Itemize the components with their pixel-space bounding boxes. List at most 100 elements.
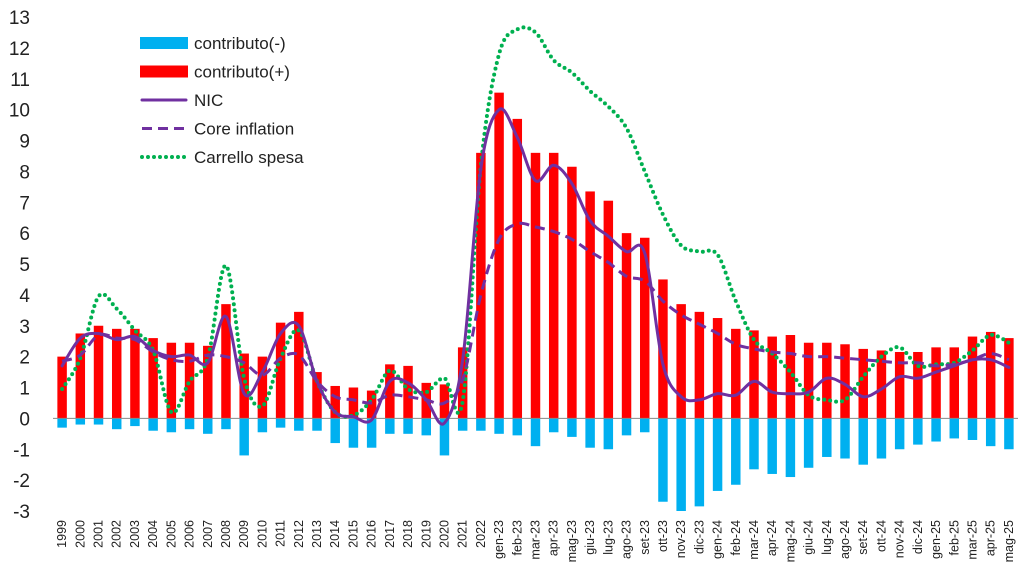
legend-swatch bbox=[140, 65, 188, 78]
bar-contributo-pos bbox=[858, 348, 868, 419]
legend-swatch bbox=[140, 37, 188, 49]
x-tick-label: mar-25 bbox=[965, 520, 979, 560]
chart-legend: contributo(-) contributo(+) NIC Core inflat… bbox=[140, 34, 304, 167]
bar-contributo-pos bbox=[184, 342, 195, 419]
bar-contributo-neg bbox=[548, 418, 559, 433]
contributo-pos-bars bbox=[57, 92, 1014, 419]
bar-contributo-pos bbox=[840, 344, 850, 419]
bar-contributo-pos bbox=[876, 350, 887, 419]
bar-contributo-neg bbox=[803, 418, 814, 468]
x-tick-label: gen-23 bbox=[492, 520, 506, 559]
x-tick-label: lug-24 bbox=[820, 520, 834, 555]
bar-contributo-pos bbox=[767, 336, 777, 419]
bar-contributo-neg bbox=[330, 418, 340, 444]
x-tick-label: 2016 bbox=[365, 520, 379, 548]
x-tick-label: mag-25 bbox=[1002, 520, 1016, 562]
x-tick-label: 2022 bbox=[474, 520, 488, 548]
bar-contributo-pos bbox=[1004, 338, 1014, 419]
bar-contributo-neg bbox=[75, 418, 86, 425]
x-tick-label: mar-24 bbox=[747, 520, 761, 560]
bar-contributo-neg bbox=[148, 418, 158, 431]
bar-contributo-pos bbox=[75, 333, 86, 419]
x-tick-label: ott-23 bbox=[656, 520, 670, 552]
x-tick-label: dic-24 bbox=[911, 520, 925, 554]
x-tick-label: 2017 bbox=[383, 520, 397, 548]
x-tick-label: 2012 bbox=[292, 520, 306, 548]
x-tick-label: lug-23 bbox=[601, 520, 615, 555]
bar-contributo-neg bbox=[130, 418, 140, 427]
bar-contributo-pos bbox=[494, 92, 504, 419]
bar-contributo-neg bbox=[348, 418, 359, 448]
bar-contributo-neg bbox=[985, 418, 996, 447]
line-core-inflation bbox=[61, 221, 1010, 406]
x-tick-label: 2018 bbox=[401, 520, 415, 548]
legend-item: NIC bbox=[140, 91, 223, 110]
bar-contributo-pos bbox=[822, 342, 832, 419]
bar-contributo-neg bbox=[658, 418, 668, 502]
x-tick-label: 2002 bbox=[110, 520, 124, 548]
y-tick-label: -2 bbox=[13, 471, 30, 492]
x-tick-label: mag-24 bbox=[783, 520, 797, 562]
bar-contributo-pos bbox=[567, 166, 577, 419]
x-tick-label: giu-23 bbox=[583, 520, 597, 555]
bar-contributo-neg bbox=[439, 418, 450, 456]
line-carrello-spesa bbox=[60, 25, 1011, 419]
bar-contributo-pos bbox=[130, 328, 140, 419]
bar-contributo-neg bbox=[530, 418, 541, 447]
bar-contributo-neg bbox=[93, 418, 104, 425]
bar-contributo-neg bbox=[385, 418, 395, 434]
y-tick-label: 7 bbox=[19, 193, 30, 214]
bar-contributo-pos bbox=[712, 318, 723, 419]
y-tick-label: 13 bbox=[9, 8, 30, 29]
bar-contributo-neg bbox=[894, 418, 905, 450]
bar-contributo-pos bbox=[803, 342, 814, 419]
bar-contributo-neg bbox=[621, 418, 632, 436]
bar-contributo-pos bbox=[640, 237, 650, 419]
legend-label: NIC bbox=[194, 91, 223, 110]
bar-contributo-pos bbox=[275, 322, 286, 419]
bar-contributo-pos bbox=[658, 279, 668, 419]
x-tick-label: 2009 bbox=[237, 520, 251, 548]
bar-contributo-neg bbox=[421, 418, 431, 436]
legend-item: Carrello spesa bbox=[140, 148, 304, 167]
bar-contributo-neg bbox=[767, 418, 777, 474]
legend-item: contributo(-) bbox=[140, 34, 286, 53]
bar-contributo-neg bbox=[785, 418, 796, 478]
x-tick-label: 2015 bbox=[346, 520, 360, 548]
x-tick-label: apr-23 bbox=[547, 520, 561, 556]
y-tick-label: 9 bbox=[19, 132, 30, 153]
x-tick-label: 2001 bbox=[92, 520, 106, 548]
y-tick-label: 3 bbox=[19, 317, 30, 338]
x-tick-label: 2019 bbox=[419, 520, 433, 548]
bar-contributo-pos bbox=[512, 118, 523, 419]
x-tick-label: 2010 bbox=[255, 520, 269, 548]
bar-contributo-neg bbox=[876, 418, 887, 459]
bar-contributo-pos bbox=[221, 304, 231, 419]
x-tick-label: apr-25 bbox=[984, 520, 998, 556]
bar-contributo-neg bbox=[275, 418, 286, 428]
x-tick-label: feb-24 bbox=[729, 520, 743, 555]
bar-contributo-neg bbox=[294, 418, 304, 431]
bar-contributo-neg bbox=[749, 418, 759, 470]
bar-contributo-pos bbox=[403, 365, 413, 419]
bar-contributo-neg bbox=[1004, 418, 1014, 450]
bar-contributo-pos bbox=[894, 351, 905, 419]
x-tick-label: 2000 bbox=[73, 520, 87, 548]
bar-contributo-pos bbox=[603, 200, 614, 419]
x-tick-label: 2014 bbox=[328, 520, 342, 548]
bar-contributo-pos bbox=[111, 328, 122, 419]
bar-contributo-neg bbox=[967, 418, 978, 440]
bar-contributo-neg bbox=[585, 418, 595, 448]
line-nic bbox=[60, 107, 1011, 426]
bar-contributo-neg bbox=[366, 418, 377, 448]
bar-contributo-pos bbox=[148, 338, 158, 419]
bar-contributo-neg bbox=[603, 418, 614, 450]
y-tick-label: 4 bbox=[19, 286, 30, 307]
x-tick-label: feb-25 bbox=[947, 520, 961, 555]
bar-contributo-pos bbox=[913, 351, 923, 419]
x-tick-label: set-24 bbox=[856, 520, 870, 555]
y-tick-label: 6 bbox=[19, 224, 30, 245]
x-tick-label: 2011 bbox=[274, 520, 288, 547]
x-tick-label: feb-23 bbox=[510, 520, 524, 555]
